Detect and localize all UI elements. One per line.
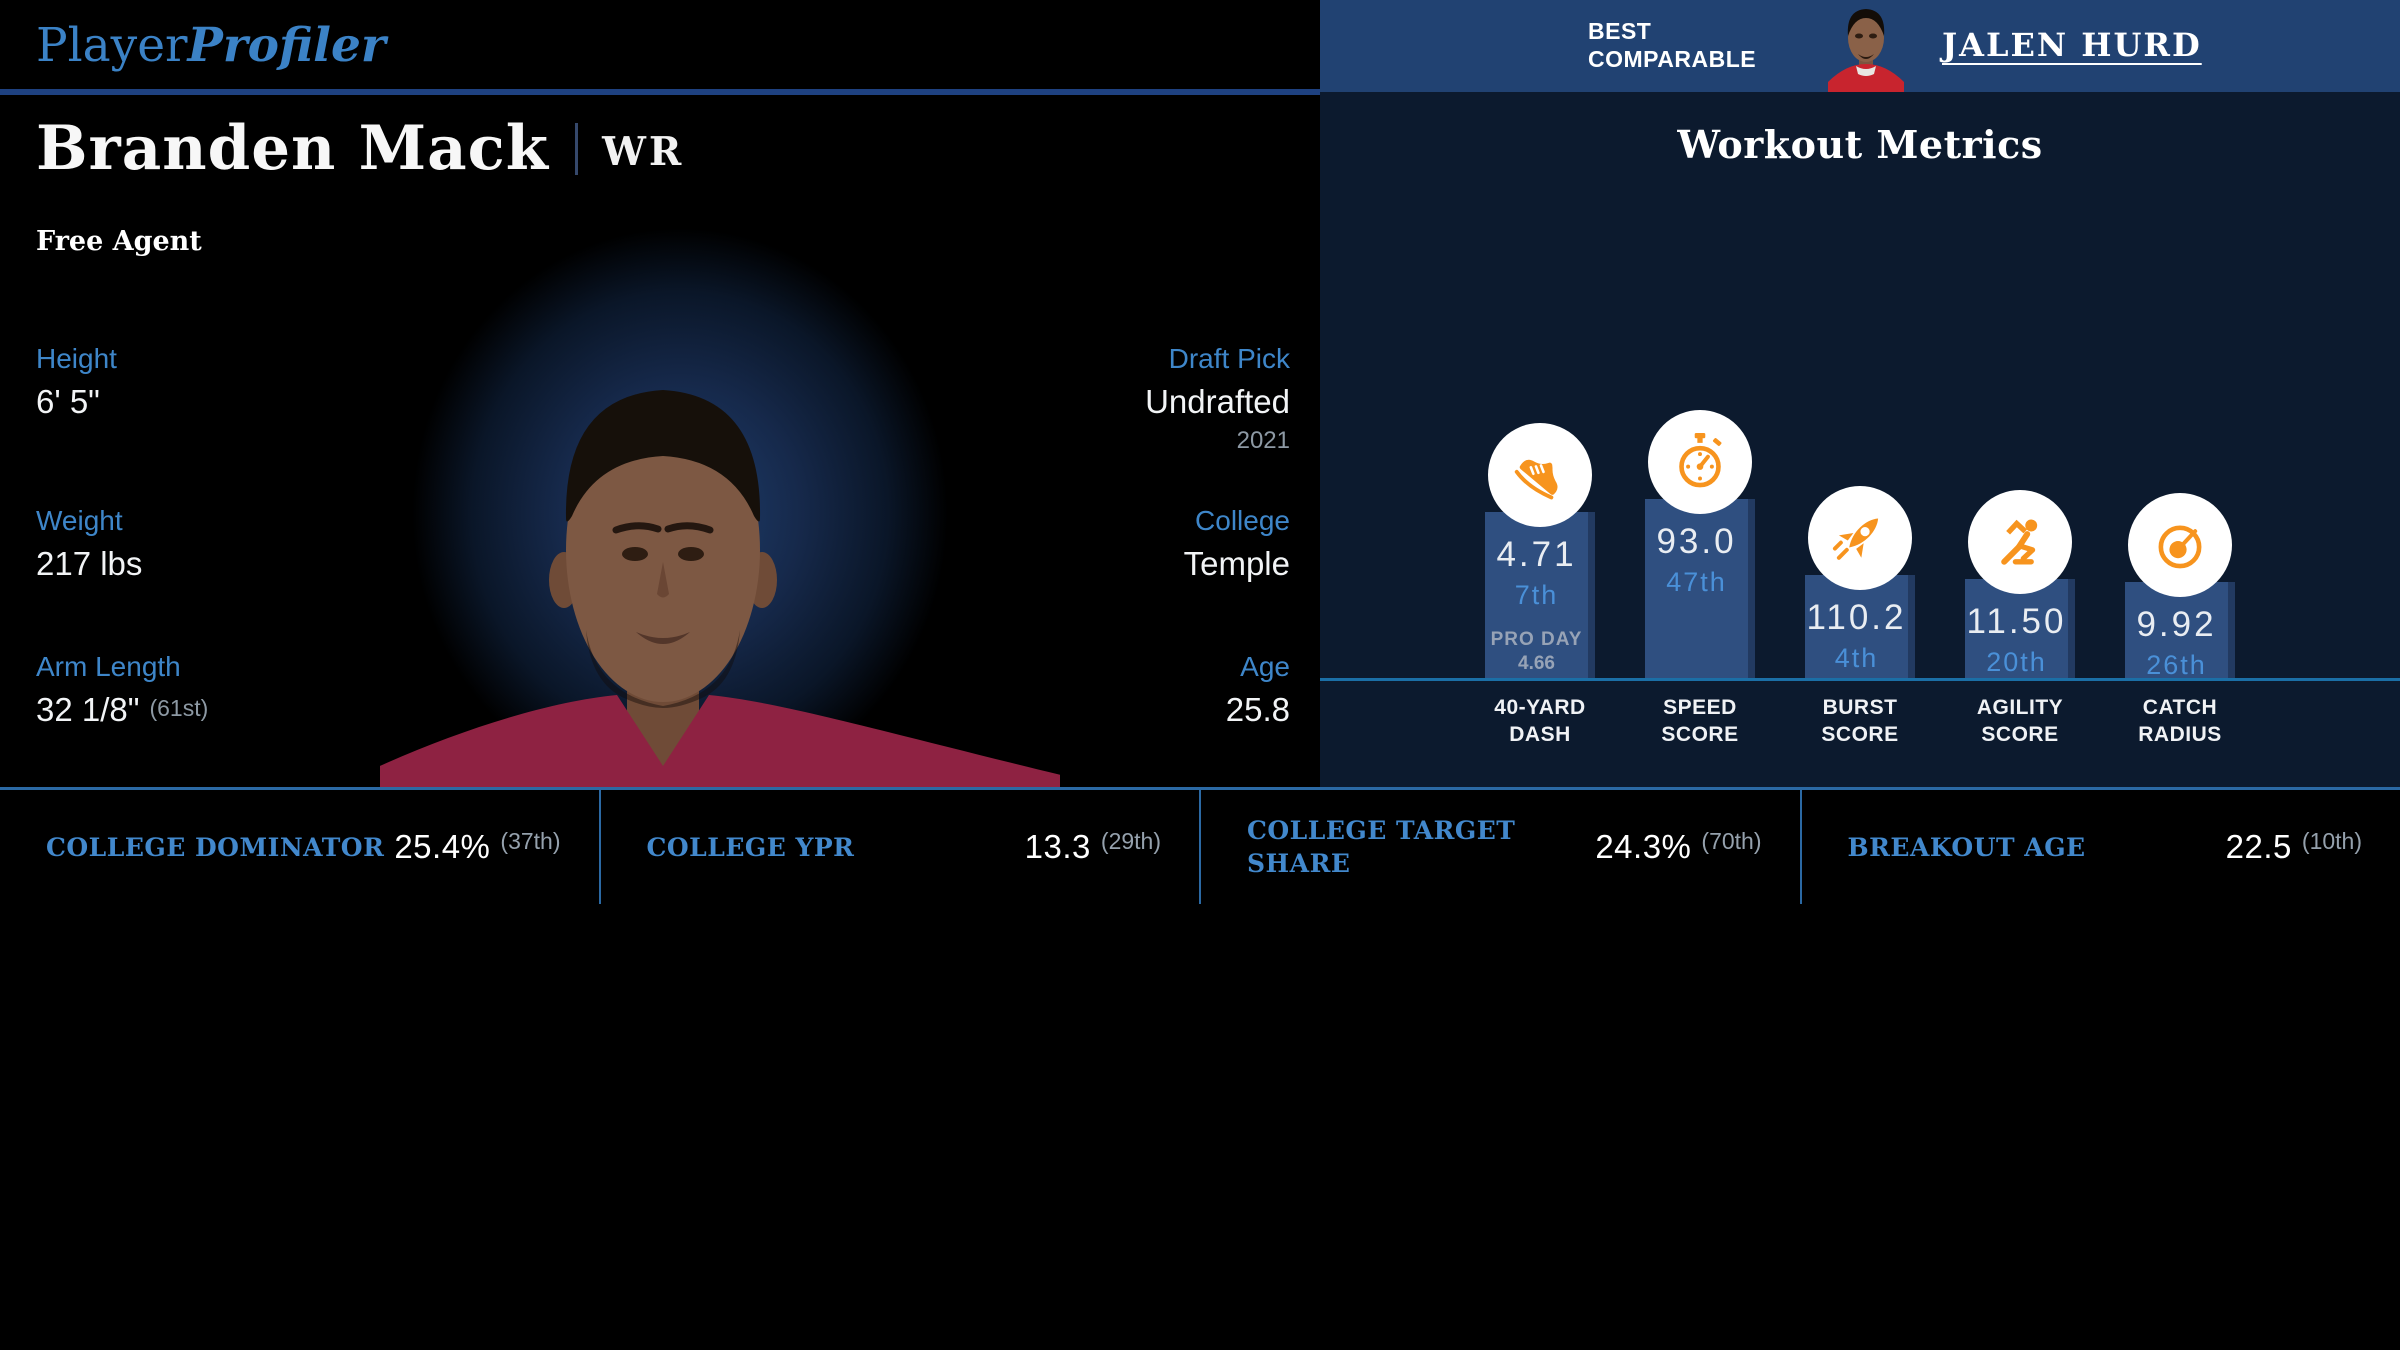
stat-college-ypr: COLLEGE YPR 13.3 (29th) <box>598 790 1200 904</box>
arm-length-label: Arm Length <box>36 651 181 682</box>
stat-percentile: (70th) <box>1701 827 1762 854</box>
metric-label-speed-score: SPEED SCORE <box>1661 696 1739 746</box>
metric-percentile: 4th <box>1834 643 1879 673</box>
metric-percentile: 26th <box>2146 650 2207 680</box>
height-label: Height <box>36 343 117 374</box>
metric-label-40-yard-dash: 40-YARD DASH <box>1494 696 1586 746</box>
stat-percentile: (29th) <box>1100 827 1161 854</box>
playerprofiler-logo[interactable]: PlayerProfiler <box>36 18 386 73</box>
metric-value: 110.2 <box>1806 598 1907 637</box>
weight-label: Weight <box>36 505 123 536</box>
workout-metrics-title: Workout Metrics <box>1677 122 2043 167</box>
metric-percentile: 7th <box>1514 580 1559 610</box>
comparable-player-link[interactable]: JALEN HURD <box>1942 26 2202 64</box>
height-value: 6' 5" <box>36 383 100 420</box>
attribute-height: Height 6' 5" <box>36 342 117 422</box>
metric-label-agility-score: AGILITY SCORE <box>1976 696 2064 746</box>
stat-value: 13.3 <box>1024 828 1091 865</box>
attribute-age: Age 25.8 <box>1226 650 1290 730</box>
stat-value: 22.5 <box>2225 828 2292 865</box>
stat-breakout-age: BREAKOUT AGE 22.5 (10th) <box>1799 790 2400 904</box>
rocket-icon <box>1808 486 1912 590</box>
logo-text-light: Player <box>36 18 188 73</box>
metric-value: 93.0 <box>1656 522 1737 561</box>
runner-icon <box>1968 490 2072 594</box>
pro-day-note: PRO DAY 4.66 <box>1485 628 1588 676</box>
metric-bar-speed-score: 93.0 47th <box>1645 499 1755 681</box>
stat-label: COLLEGE YPR <box>646 832 855 862</box>
metric-bar-40-yard-dash: 4.71 7th PRO DAY 4.66 <box>1485 512 1595 681</box>
stat-college-dominator: COLLEGE DOMINATOR 25.4% (37th) <box>0 790 599 904</box>
name-position-divider <box>575 122 579 175</box>
draft-pick-label: Draft Pick <box>1168 343 1290 374</box>
comparable-player-photo[interactable] <box>1822 2 1910 92</box>
chart-baseline <box>1320 678 2400 681</box>
stat-percentile: (37th) <box>500 827 561 854</box>
college-value: Temple <box>1183 545 1290 582</box>
logo-text-bold: Profiler <box>187 18 386 73</box>
metric-value: 11.50 <box>1966 602 2067 641</box>
gauge-icon <box>2128 493 2232 597</box>
player-status: Free Agent <box>36 226 202 257</box>
metric-bar-catch-radius: 9.92 26th <box>2125 582 2235 681</box>
stat-college-target-share: COLLEGE TARGET SHARE 24.3% (70th) <box>1199 790 1800 904</box>
attribute-weight: Weight 217 lbs <box>36 504 142 584</box>
workout-metrics-panel: BEST COMPARABLE JALEN HURD Workout Metri… <box>1320 0 2400 787</box>
age-value: 25.8 <box>1225 691 1290 728</box>
stopwatch-icon <box>1648 410 1752 514</box>
best-comparable-line1: BEST <box>1588 18 1652 44</box>
metric-bar-agility-score: 11.50 20th <box>1965 579 2075 681</box>
player-name: Branden Mack <box>36 113 550 184</box>
attribute-college: College Temple <box>1184 504 1290 584</box>
metric-value: 4.71 <box>1496 535 1577 574</box>
metric-value: 9.92 <box>2136 605 2217 644</box>
college-label: College <box>1195 505 1290 536</box>
metric-percentile: 20th <box>1986 647 2047 677</box>
best-comparable-line2: COMPARABLE <box>1588 46 1757 72</box>
attribute-arm-length: Arm Length 32 1/8" (61st) <box>36 650 208 733</box>
player-photo <box>380 390 1060 787</box>
metric-percentile: 47th <box>1666 567 1727 597</box>
shoe-icon <box>1488 423 1592 527</box>
stat-percentile: (10th) <box>2301 827 2362 854</box>
stat-label: COLLEGE TARGET SHARE <box>1247 816 1516 878</box>
arm-length-value: 32 1/8" (61st) <box>36 690 208 733</box>
pro-day-value: 4.66 <box>1518 653 1555 674</box>
stat-value: 24.3% <box>1595 828 1692 865</box>
top-bar: PlayerProfiler <box>0 0 1320 95</box>
best-comparable-bar: BEST COMPARABLE JALEN HURD <box>1320 0 2400 92</box>
pro-day-label: PRO DAY <box>1490 629 1583 650</box>
college-stats-bar: COLLEGE DOMINATOR 25.4% (37th) COLLEGE Y… <box>0 787 2400 904</box>
stat-value: 25.4% <box>394 828 491 865</box>
player-position: WR <box>602 128 685 175</box>
stat-label: COLLEGE DOMINATOR <box>46 832 385 862</box>
attribute-draft-pick: Draft Pick Undrafted 2021 <box>1145 342 1290 456</box>
player-name-row: Branden Mack WR <box>36 118 684 179</box>
arm-length-number: 32 1/8" <box>36 691 140 728</box>
metric-label-catch-radius: CATCH RADIUS <box>2138 696 2222 746</box>
stat-label: BREAKOUT AGE <box>1847 832 2086 862</box>
metric-bar-burst-score: 110.2 4th <box>1805 575 1915 681</box>
arm-length-percentile: (61st) <box>149 695 209 721</box>
best-comparable-heading: BEST COMPARABLE <box>1588 17 1756 73</box>
weight-value: 217 lbs <box>36 545 143 582</box>
draft-pick-value: Undrafted <box>1145 383 1290 420</box>
metric-label-burst-score: BURST SCORE <box>1821 696 1899 746</box>
draft-pick-year: 2021 <box>1236 427 1290 454</box>
age-label: Age <box>1240 651 1290 682</box>
